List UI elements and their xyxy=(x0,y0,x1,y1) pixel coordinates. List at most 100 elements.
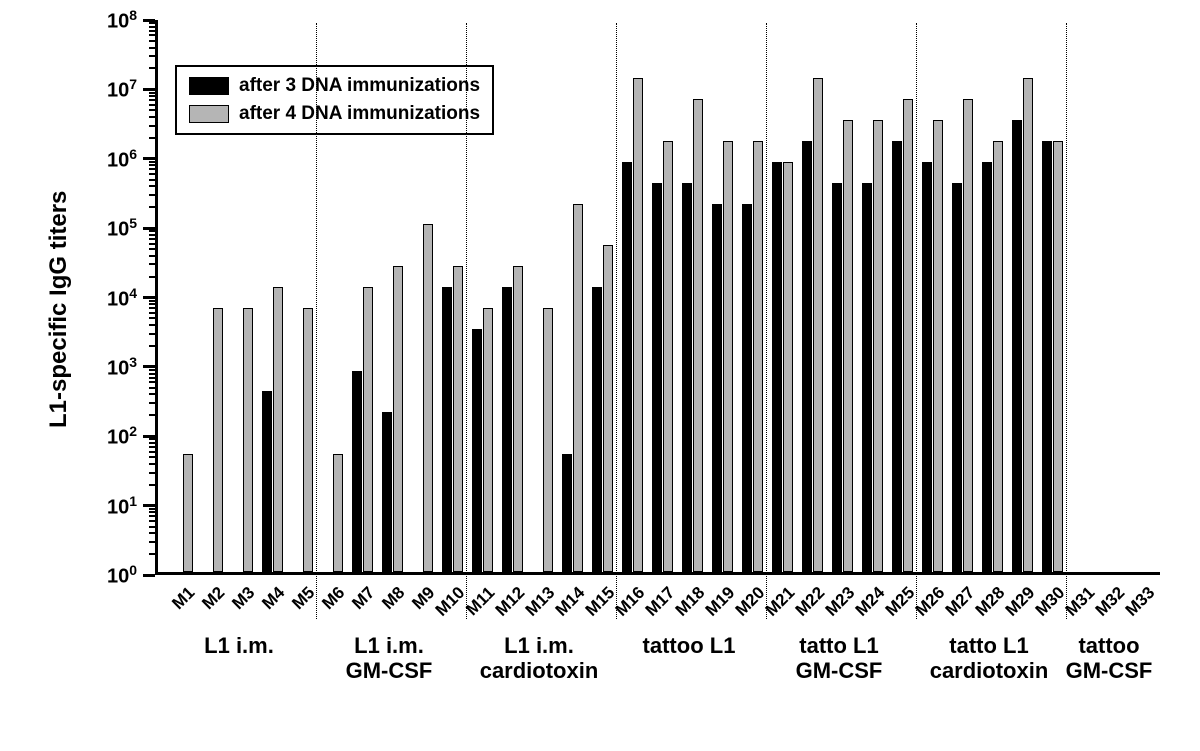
group-label: L1 i.m. cardiotoxin xyxy=(464,633,614,684)
y-minor-tick xyxy=(149,373,155,375)
group-label: tattoo GM-CSF xyxy=(1064,633,1154,684)
y-tick-label: 105 xyxy=(0,215,137,242)
y-minor-tick xyxy=(149,255,155,257)
bar-s3 xyxy=(922,162,932,572)
y-minor-tick xyxy=(149,393,155,395)
y-minor-tick xyxy=(149,194,155,196)
y-minor-tick xyxy=(149,173,155,175)
y-minor-tick xyxy=(149,377,155,379)
bar-s4 xyxy=(693,99,703,572)
bar-s4 xyxy=(183,454,193,572)
y-minor-tick xyxy=(149,387,155,389)
bar-s3 xyxy=(622,162,632,572)
y-minor-tick xyxy=(149,553,155,555)
bar-s4 xyxy=(603,245,613,572)
legend-swatch xyxy=(189,105,229,123)
y-tick-label: 106 xyxy=(0,146,137,173)
group-divider xyxy=(1066,23,1067,619)
y-tick-label: 102 xyxy=(0,423,137,450)
y-minor-tick xyxy=(149,541,155,543)
y-tick xyxy=(143,365,155,368)
y-minor-tick xyxy=(149,137,155,139)
bar-s4 xyxy=(903,99,913,572)
bar-s4 xyxy=(513,266,523,572)
y-tick xyxy=(143,574,155,577)
y-minor-tick xyxy=(149,324,155,326)
y-minor-tick xyxy=(149,161,155,163)
bar-s4 xyxy=(273,287,283,572)
y-tick-label: 103 xyxy=(0,354,137,381)
y-minor-tick xyxy=(149,317,155,319)
bar-s3 xyxy=(472,329,482,572)
group-divider xyxy=(766,23,767,619)
bar-s4 xyxy=(663,141,673,572)
bar-s4 xyxy=(303,308,313,572)
bar-s3 xyxy=(952,183,962,572)
legend-row: after 3 DNA immunizations xyxy=(189,75,480,97)
y-minor-tick xyxy=(149,511,155,513)
y-minor-tick xyxy=(149,438,155,440)
bar-s3 xyxy=(982,162,992,572)
bar-s4 xyxy=(243,308,253,572)
bar-s4 xyxy=(993,141,1003,572)
group-label: L1 i.m. GM-CSF xyxy=(314,633,464,684)
y-minor-tick xyxy=(149,30,155,32)
bar-s4 xyxy=(633,78,643,572)
y-minor-tick xyxy=(149,300,155,302)
bar-s3 xyxy=(562,454,572,572)
bar-s4 xyxy=(213,308,223,572)
group-divider xyxy=(466,23,467,619)
y-tick xyxy=(143,227,155,230)
y-tick xyxy=(143,296,155,299)
group-label: tattoo L1 xyxy=(614,633,764,658)
y-minor-tick xyxy=(149,526,155,528)
y-tick xyxy=(143,435,155,438)
y-minor-tick xyxy=(149,520,155,522)
y-minor-tick xyxy=(149,463,155,465)
bar-s4 xyxy=(393,266,403,572)
bar-s3 xyxy=(802,141,812,572)
bar-s4 xyxy=(483,308,493,572)
y-minor-tick xyxy=(149,238,155,240)
bar-s3 xyxy=(1012,120,1022,572)
y-minor-tick xyxy=(149,234,155,236)
y-minor-tick xyxy=(149,104,155,106)
y-minor-tick xyxy=(149,303,155,305)
y-minor-tick xyxy=(149,99,155,101)
y-minor-tick xyxy=(149,451,155,453)
bar-s3 xyxy=(892,141,902,572)
bar-s4 xyxy=(1053,141,1063,572)
y-minor-tick xyxy=(149,402,155,404)
y-tick xyxy=(143,504,155,507)
y-minor-tick xyxy=(149,446,155,448)
y-tick-label: 101 xyxy=(0,493,137,520)
y-minor-tick xyxy=(149,263,155,265)
group-divider xyxy=(616,23,617,619)
bar-s4 xyxy=(963,99,973,572)
y-tick xyxy=(143,19,155,22)
bar-s3 xyxy=(1042,141,1052,572)
bar-s4 xyxy=(933,120,943,572)
y-minor-tick xyxy=(149,472,155,474)
y-minor-tick xyxy=(149,484,155,486)
y-minor-tick xyxy=(149,109,155,111)
y-minor-tick xyxy=(149,456,155,458)
y-minor-tick xyxy=(149,345,155,347)
y-tick-label: 100 xyxy=(0,562,137,589)
bar-s3 xyxy=(772,162,782,572)
y-minor-tick xyxy=(149,230,155,232)
group-divider xyxy=(316,23,317,619)
group-divider xyxy=(916,23,917,619)
y-tick-label: 104 xyxy=(0,285,137,312)
y-minor-tick xyxy=(149,414,155,416)
group-label: L1 i.m. xyxy=(164,633,314,658)
y-minor-tick xyxy=(149,312,155,314)
bar-s4 xyxy=(573,204,583,572)
bar-s3 xyxy=(652,183,662,572)
y-minor-tick xyxy=(149,442,155,444)
y-minor-tick xyxy=(149,22,155,24)
y-minor-tick xyxy=(149,40,155,42)
y-minor-tick xyxy=(149,67,155,69)
y-tick-label: 108 xyxy=(0,7,137,34)
y-minor-tick xyxy=(149,307,155,309)
